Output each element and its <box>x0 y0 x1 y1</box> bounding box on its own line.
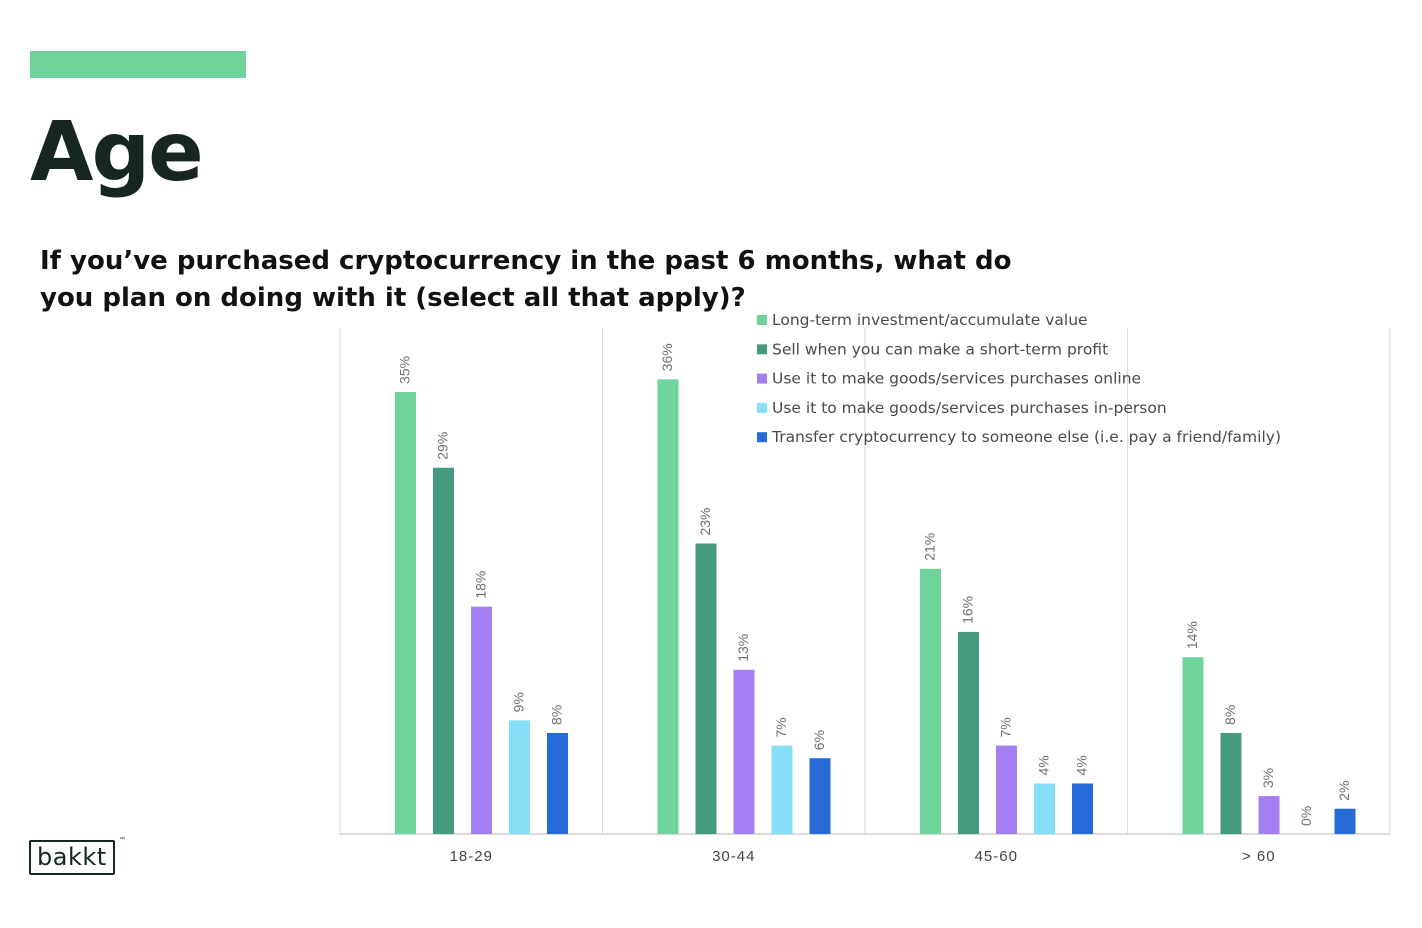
data-label: 14% <box>1184 621 1200 649</box>
data-label: 8% <box>549 705 565 725</box>
legend: Long-term investment/accumulate value Sel… <box>757 311 1281 446</box>
data-label: 16% <box>960 596 976 624</box>
bar <box>395 391 416 834</box>
bar <box>657 379 679 834</box>
bar <box>809 758 831 834</box>
data-label: 23% <box>697 507 713 535</box>
data-label: 3% <box>1260 768 1276 788</box>
legend-swatch <box>757 402 767 413</box>
data-label: 4% <box>1074 755 1090 775</box>
data-label: 7% <box>998 717 1014 737</box>
bar <box>1334 808 1356 834</box>
x-axis-tick-labels: 18-29 30-44 45-60 > 60 <box>450 848 1276 865</box>
data-label: 21% <box>922 533 938 561</box>
data-label: 18% <box>473 571 489 599</box>
legend-swatch <box>757 344 767 355</box>
bar <box>1220 732 1242 834</box>
bar <box>920 568 941 834</box>
data-labels: 35% 29% 18% 9% 8% 36% 23% 13% 7% 6% 21% 16% 7% 4% 4% 14… <box>397 343 1353 826</box>
bar <box>1258 796 1280 834</box>
bar <box>1072 783 1093 834</box>
bar <box>509 720 530 834</box>
bar <box>695 543 717 834</box>
legend-label: Long-term investment/accumulate value <box>772 311 1088 329</box>
data-label: 35% <box>397 356 413 384</box>
data-label: 0% <box>1298 806 1314 826</box>
bar <box>433 467 454 834</box>
legend-swatch <box>757 315 767 325</box>
bar <box>733 669 755 834</box>
legend-swatch <box>757 432 767 443</box>
bar <box>1182 657 1204 834</box>
data-label: 9% <box>511 692 527 712</box>
legend-label: Transfer cryptocurrency to someone else … <box>771 428 1281 446</box>
bar <box>996 745 1017 834</box>
accent-bar <box>30 51 246 78</box>
x-tick-label: > 60 <box>1242 848 1276 865</box>
legend-swatch <box>757 373 767 384</box>
x-tick-label: 45-60 <box>975 848 1018 865</box>
bar <box>471 606 492 834</box>
x-tick-label: 30-44 <box>712 848 755 865</box>
bar <box>547 732 568 834</box>
data-label: 2% <box>1336 781 1352 801</box>
bakkt-logo: bakkt <box>29 840 115 875</box>
bar <box>771 745 793 834</box>
survey-question: If you’ve purchased cryptocurrency in th… <box>40 246 1012 313</box>
legend-label: Use it to make goods/services purchases … <box>772 399 1167 417</box>
data-label: 13% <box>735 634 751 662</box>
data-label: 29% <box>435 432 451 460</box>
bar <box>1034 783 1055 834</box>
page-title: Age <box>30 105 204 200</box>
logo-trademark: ™ <box>119 837 125 843</box>
data-label: 6% <box>811 730 827 750</box>
bars <box>395 379 1356 834</box>
data-label: 8% <box>1222 705 1238 725</box>
data-label: 7% <box>773 717 789 737</box>
bar <box>958 631 979 834</box>
x-tick-label: 18-29 <box>450 848 493 865</box>
data-label: 4% <box>1036 755 1052 775</box>
legend-label: Sell when you can make a short-term prof… <box>772 340 1108 358</box>
legend-label: Use it to make goods/services purchases … <box>772 370 1141 388</box>
category-separators <box>339 328 1391 835</box>
data-label: 36% <box>659 343 675 371</box>
